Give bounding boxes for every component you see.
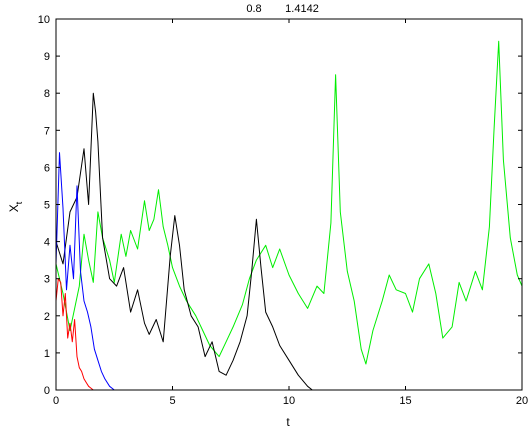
series-line-4 [55,278,94,391]
y-tick-label: 1 [44,348,50,360]
series-line-1 [55,40,523,365]
plot-frame [55,18,523,391]
y-tick-label: 2 [44,311,50,323]
y-axis-label: Xt [7,201,24,212]
x-tick-label: 0 [53,395,59,407]
chart-title-value-1: 0.8 [246,3,261,15]
x-tick-label: 20 [516,395,528,407]
y-axis-label-main: X [7,204,21,212]
series-line-3 [55,152,115,391]
y-tick-label: 3 [44,274,50,286]
series-line-2 [55,92,313,391]
y-axis-label-sub: t [14,201,24,204]
y-tick-label: 7 [44,125,50,137]
y-tick-label: 5 [44,200,50,212]
x-tick-label: 5 [169,395,175,407]
x-tick-label: 10 [283,395,295,407]
ticks-layer: 0 5 10 15 20 0 1 2 3 4 5 6 7 8 9 10 [38,14,528,407]
y-tick-label: 4 [44,237,50,249]
y-tick-label: 8 [44,88,50,100]
y-tick-label: 10 [38,14,50,26]
y-tick-label: 6 [44,162,50,174]
series-layer [55,40,523,391]
x-tick-label: 15 [399,395,411,407]
x-axis-label: t [286,415,290,429]
y-tick-label: 9 [44,51,50,63]
chart-title-value-2: 1.4142 [285,3,319,15]
y-tick-label: 0 [44,385,50,397]
